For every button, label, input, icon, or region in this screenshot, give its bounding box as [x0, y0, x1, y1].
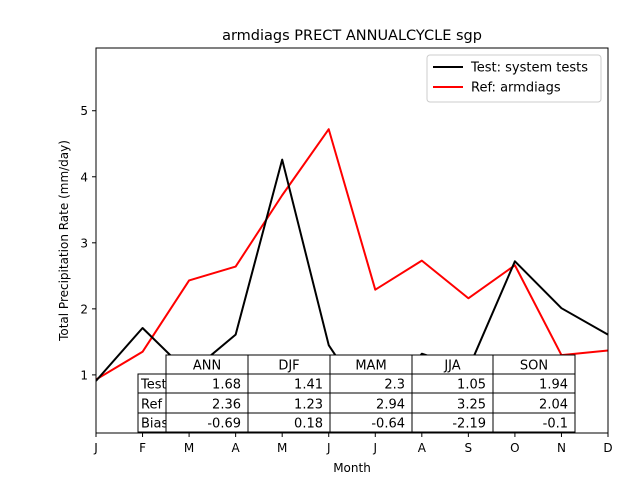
plot-area-frame	[95, 47, 609, 434]
y-tick-label: 5	[80, 104, 88, 118]
table-col-label: JJA	[443, 359, 460, 374]
x-tick-label: A	[232, 441, 241, 455]
table-cell-value: 1.41	[294, 378, 323, 393]
table-cell-value: 1.23	[294, 398, 323, 413]
table-row-label: Test	[140, 378, 167, 393]
stats-table: ANN DJF MAM JJA SON Test 1.68 1.41 2.3 1.05 1.94 Re…	[137, 354, 576, 433]
x-tick-label: O	[510, 441, 519, 455]
table-cell-value: 2.94	[376, 398, 405, 413]
x-tick-label: J	[326, 441, 331, 455]
table-col-label: DJF	[278, 359, 299, 374]
table-cell-value: -0.64	[371, 417, 405, 432]
table-cell-value: 1.05	[457, 378, 486, 393]
table-cell-value: 2.04	[539, 398, 568, 413]
table-col-label: ANN	[193, 359, 221, 374]
x-tick-label: J	[93, 441, 98, 455]
legend-frame	[426, 54, 602, 103]
y-tick-label: 2	[80, 302, 88, 316]
y-axis: 1 2 3 4 5	[80, 104, 96, 382]
table-row-label: Bias	[141, 417, 168, 432]
x-tick-label: D	[603, 441, 612, 455]
series-line-ref	[96, 128, 608, 381]
legend-label-ref: Ref: armdiags	[471, 81, 561, 96]
legend-label-test: Test: system tests	[470, 61, 588, 76]
table-cell-value: 1.68	[212, 378, 241, 393]
y-axis-label: Total Precipitation Rate (mm/day)	[57, 140, 71, 342]
table-cell-value: 1.94	[539, 378, 568, 393]
x-tick-label: M	[277, 441, 287, 455]
x-tick-label: S	[465, 441, 473, 455]
y-tick-label: 1	[80, 368, 88, 382]
table-cell-value: -0.69	[207, 417, 241, 432]
table-col-label: SON	[520, 359, 548, 374]
table-cell-value: 3.25	[457, 398, 486, 413]
table-row-label: Ref	[141, 398, 162, 413]
x-tick-label: F	[139, 441, 146, 455]
x-tick-label: N	[557, 441, 566, 455]
chart-title: armdiags PRECT ANNUALCYCLE sgp	[222, 28, 482, 44]
x-tick-label: A	[418, 441, 427, 455]
table-cell	[492, 412, 576, 433]
table-col-label: MAM	[355, 359, 386, 374]
table-cell-value: -2.19	[452, 417, 486, 432]
table-cell-value: -0.1	[543, 417, 568, 432]
x-tick-label: J	[372, 441, 377, 455]
table-cell-value: 0.18	[294, 417, 323, 432]
y-tick-label: 3	[80, 236, 88, 250]
table-cell-value: 2.3	[384, 378, 405, 393]
x-axis-label: Month	[333, 461, 371, 475]
y-tick-label: 4	[80, 170, 88, 184]
legend: Test: system tests Ref: armdiags	[426, 54, 602, 103]
x-tick-label: M	[184, 441, 194, 455]
table-cell-value: 2.36	[212, 398, 241, 413]
